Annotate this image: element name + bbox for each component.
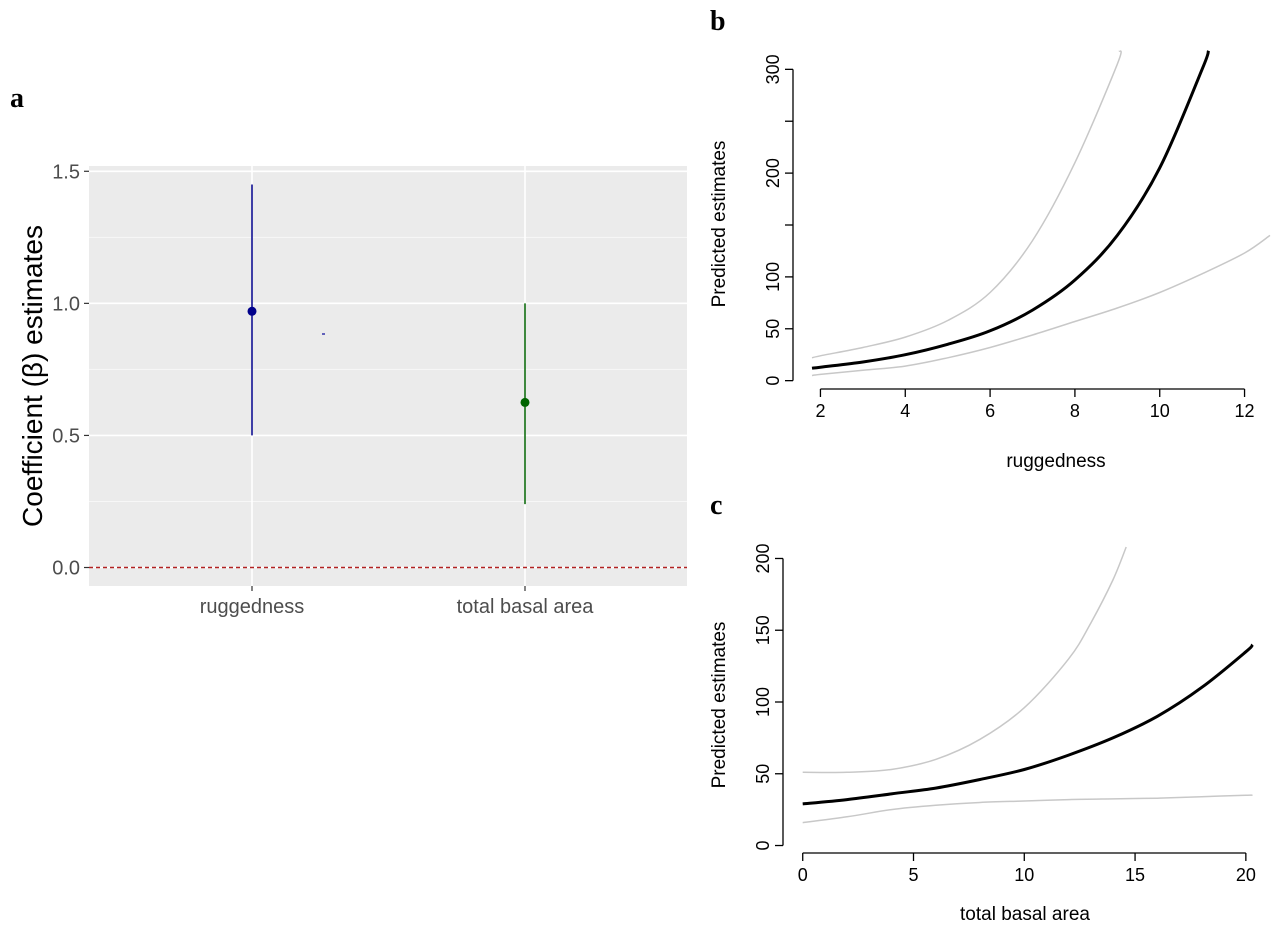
x-tick-label: 10 xyxy=(1150,401,1170,421)
y-tick-label: 0.5 xyxy=(52,425,80,447)
panel-letter-a: a xyxy=(10,83,24,114)
x-tick-label: 12 xyxy=(1235,401,1255,421)
x-axis-label: total basal area xyxy=(960,904,1090,925)
y-tick-label: 100 xyxy=(753,687,773,717)
y-tick-label: 100 xyxy=(763,262,783,292)
y-tick-label: 300 xyxy=(763,54,783,84)
y-axis-label: Predicted estimates xyxy=(709,622,730,789)
x-tick-label: 10 xyxy=(1014,865,1034,885)
prediction-curves xyxy=(802,546,1254,824)
y-tick-label: 0 xyxy=(763,376,783,386)
plot-background xyxy=(89,166,687,586)
ruggedness-prediction-plot: 2 4 6 8 10 12 0 50 100 200 300 ruggedness Predicte… xyxy=(709,50,1271,472)
y-axis-label: Coefficient (β) estimates xyxy=(17,225,48,527)
x-axis-label: ruggedness xyxy=(1006,451,1105,472)
x-tick-label: total basal area xyxy=(457,596,595,618)
y-tick-label: 150 xyxy=(753,615,773,645)
axes: 2 4 6 8 10 12 0 50 100 200 300 xyxy=(763,54,1255,421)
x-axis-ticks: ruggedness total basal area xyxy=(200,586,595,618)
y-tick-label: 50 xyxy=(753,764,773,784)
confidence-upper-curve xyxy=(811,50,1122,359)
x-tick-label: 8 xyxy=(1070,401,1080,421)
y-tick-label: 200 xyxy=(763,158,783,188)
panel-letter-b: b xyxy=(710,6,726,37)
x-tick-label: 6 xyxy=(985,401,995,421)
x-tick-label: 0 xyxy=(798,865,808,885)
x-tick-label: 5 xyxy=(908,865,918,885)
coefficient-marks xyxy=(247,184,530,505)
point-estimate xyxy=(247,306,257,316)
point-estimate xyxy=(520,397,530,407)
prediction-curves xyxy=(811,50,1271,377)
y-axis-label: Predicted estimates xyxy=(709,141,730,308)
x-tick-label: 2 xyxy=(815,401,825,421)
x-tick-label: ruggedness xyxy=(200,596,305,618)
confidence-lower-curve xyxy=(802,794,1253,824)
y-axis-ticks: 0.0 0.5 1.0 1.5 xyxy=(52,161,89,580)
y-tick-label: 1.5 xyxy=(52,161,80,183)
y-tick-label: 50 xyxy=(763,319,783,339)
x-tick-label: 20 xyxy=(1236,865,1256,885)
fitted-curve xyxy=(811,50,1210,370)
panel-letter-c: c xyxy=(710,490,722,521)
y-tick-label: 200 xyxy=(753,543,773,573)
confidence-upper-curve xyxy=(802,546,1127,774)
x-tick-label: 4 xyxy=(900,401,910,421)
confidence-lower-curve xyxy=(811,234,1271,377)
x-tick-label: 15 xyxy=(1125,865,1145,885)
coefficient-plot: 0.00.51.01.5 ruggedness total basal area … xyxy=(17,161,687,618)
y-tick-label: 0.0 xyxy=(52,558,80,580)
y-tick-label: 0 xyxy=(753,841,773,851)
fitted-curve xyxy=(802,643,1254,806)
y-tick-label: 1.0 xyxy=(52,293,80,315)
